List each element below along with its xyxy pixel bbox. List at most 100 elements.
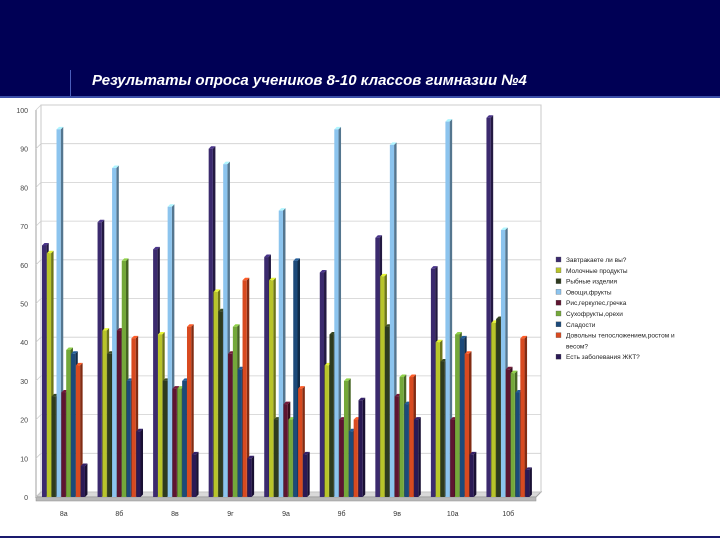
- legend-swatch: [555, 354, 562, 360]
- bar: [182, 380, 187, 497]
- y-tick-label: 10: [20, 456, 28, 463]
- bar: [71, 353, 76, 497]
- bar-top: [112, 165, 119, 169]
- legend-label: Рис,геркулес,гречка: [566, 300, 627, 307]
- banner-accent-line: [70, 70, 71, 98]
- bar-top: [223, 161, 230, 165]
- bar: [232, 326, 238, 497]
- x-tick-label: 10б: [502, 510, 514, 518]
- bar: [102, 330, 107, 497]
- gridline-diag: [35, 453, 42, 459]
- bar: [445, 121, 450, 498]
- bar-side: [418, 417, 421, 497]
- bar: [213, 291, 218, 497]
- bar-top: [102, 328, 110, 331]
- bar-top: [278, 208, 286, 211]
- legend-swatch: [555, 289, 562, 295]
- bar-top: [264, 254, 271, 258]
- bar-top: [97, 219, 105, 223]
- bar-top: [136, 428, 144, 432]
- bar: [353, 419, 358, 497]
- bar: [319, 272, 325, 497]
- bar: [414, 419, 419, 497]
- legend-label: Есть заболевания ЖКТ?: [566, 353, 640, 361]
- bar-top: [186, 324, 194, 327]
- bar: [247, 458, 252, 497]
- bar: [242, 280, 247, 497]
- legend-swatch: [555, 321, 562, 327]
- legend-label: Довольны телосложением,ростом и: [566, 333, 675, 340]
- x-tick-label: 10а: [447, 511, 459, 518]
- x-tick-label: 8б: [115, 510, 123, 518]
- bar: [167, 206, 172, 497]
- bar: [61, 392, 66, 497]
- bar-top: [247, 455, 255, 459]
- bar-top: [500, 227, 508, 230]
- bar-side: [307, 451, 310, 497]
- bar: [80, 466, 85, 497]
- bar: [324, 365, 329, 497]
- bar: [131, 338, 136, 497]
- bar-top: [375, 235, 383, 238]
- legend-swatch: [555, 332, 562, 338]
- legend-swatch: [555, 310, 562, 317]
- bar-top: [213, 289, 221, 292]
- bar: [273, 419, 279, 497]
- bar: [440, 361, 445, 497]
- legend-swatch: [555, 267, 562, 273]
- bar-top: [520, 335, 528, 339]
- bar-top: [71, 351, 78, 354]
- gridline-diag: [35, 104, 42, 111]
- bar: [464, 353, 470, 497]
- bar-top: [66, 347, 73, 350]
- bar-top: [121, 258, 129, 261]
- bar-side: [473, 451, 477, 497]
- bar: [486, 117, 491, 498]
- bar: [455, 334, 460, 497]
- bar-top: [414, 417, 421, 420]
- bar: [218, 311, 223, 497]
- y-tick-label: 60: [20, 263, 28, 270]
- bar-top: [131, 335, 139, 339]
- legend-swatch: [555, 278, 562, 284]
- bar: [177, 388, 182, 497]
- bar-top: [232, 324, 240, 327]
- y-tick-label: 20: [20, 418, 28, 425]
- bar-top: [464, 351, 472, 354]
- y-tick-label: 100: [16, 108, 28, 115]
- legend-label: Овощи,фрукты: [566, 289, 612, 296]
- bar-top: [172, 386, 180, 389]
- bar-top: [153, 246, 160, 250]
- bar-top: [167, 204, 175, 207]
- bar: [51, 396, 56, 497]
- bar: [107, 353, 112, 497]
- bar: [208, 148, 213, 497]
- bar-top: [157, 331, 165, 335]
- gridline-diag: [35, 259, 42, 266]
- y-tick-label: 90: [20, 147, 28, 154]
- bar: [385, 326, 390, 497]
- bar: [510, 373, 515, 497]
- bar-side: [251, 455, 255, 497]
- bar: [329, 334, 334, 497]
- legend-label: Сладости: [566, 322, 596, 329]
- bar: [157, 334, 163, 497]
- bar: [435, 342, 440, 497]
- bar-side: [196, 451, 199, 497]
- bar-side: [80, 362, 83, 497]
- bar: [358, 400, 363, 497]
- y-tick-label: 40: [20, 340, 28, 347]
- bar: [283, 404, 288, 497]
- y-tick-label: 30: [20, 379, 28, 386]
- bar-top: [469, 451, 477, 455]
- gridline-diag: [35, 220, 42, 227]
- bar: [153, 249, 158, 497]
- bar-top: [191, 451, 199, 455]
- bar: [348, 431, 354, 497]
- bar: [500, 229, 506, 497]
- bar-top: [435, 339, 443, 343]
- bar: [399, 377, 404, 497]
- bar: [269, 280, 274, 497]
- bar: [172, 388, 177, 497]
- gridline-diag: [35, 143, 42, 149]
